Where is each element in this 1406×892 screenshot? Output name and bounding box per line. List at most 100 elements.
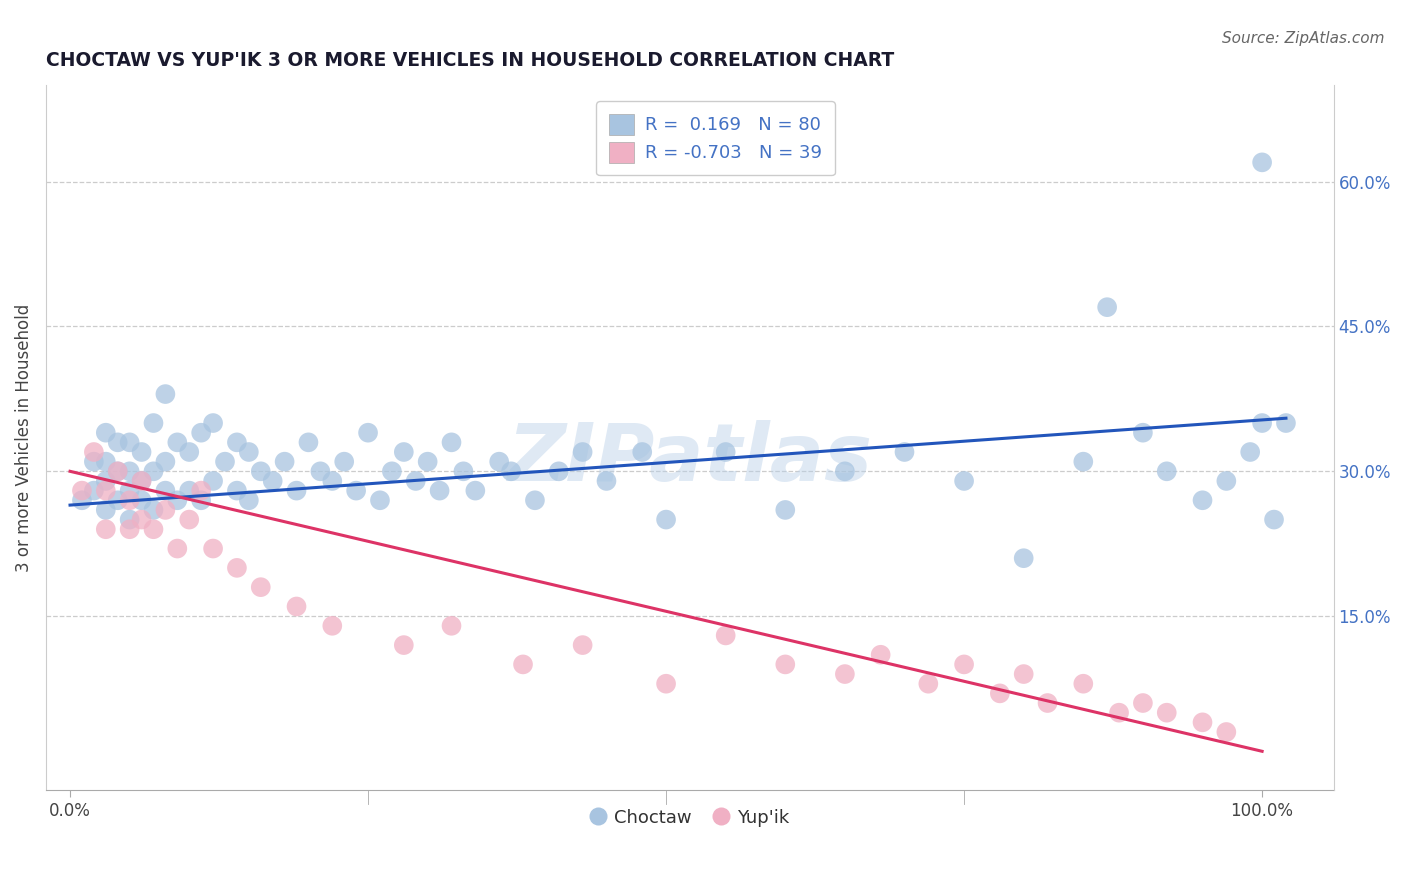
Point	[631, 445, 654, 459]
Point	[1012, 551, 1035, 566]
Point	[392, 638, 415, 652]
Point	[440, 435, 463, 450]
Point	[155, 455, 177, 469]
Point	[953, 657, 976, 672]
Point	[488, 455, 510, 469]
Point	[571, 638, 593, 652]
Point	[1132, 696, 1154, 710]
Point	[1036, 696, 1059, 710]
Point	[869, 648, 891, 662]
Point	[1156, 464, 1178, 478]
Point	[238, 445, 260, 459]
Point	[94, 522, 117, 536]
Point	[118, 493, 141, 508]
Point	[453, 464, 475, 478]
Point	[118, 464, 141, 478]
Point	[118, 435, 141, 450]
Point	[1275, 416, 1298, 430]
Point	[166, 435, 188, 450]
Point	[344, 483, 367, 498]
Point	[321, 619, 343, 633]
Point	[155, 503, 177, 517]
Point	[595, 474, 617, 488]
Point	[1251, 155, 1274, 169]
Point	[94, 455, 117, 469]
Point	[405, 474, 427, 488]
Point	[1191, 715, 1213, 730]
Point	[202, 416, 225, 430]
Point	[392, 445, 415, 459]
Point	[501, 464, 523, 478]
Y-axis label: 3 or more Vehicles in Household: 3 or more Vehicles in Household	[15, 303, 32, 572]
Point	[83, 483, 105, 498]
Point	[94, 503, 117, 517]
Point	[357, 425, 380, 440]
Point	[655, 512, 678, 526]
Point	[571, 445, 593, 459]
Point	[834, 667, 856, 681]
Point	[226, 435, 249, 450]
Point	[142, 503, 165, 517]
Text: ZIPatlas: ZIPatlas	[508, 419, 872, 498]
Point	[179, 483, 201, 498]
Point	[226, 483, 249, 498]
Point	[1071, 676, 1094, 690]
Point	[94, 483, 117, 498]
Point	[655, 676, 678, 690]
Point	[118, 512, 141, 526]
Point	[107, 435, 129, 450]
Point	[70, 493, 93, 508]
Point	[107, 493, 129, 508]
Point	[381, 464, 404, 478]
Point	[953, 474, 976, 488]
Point	[70, 483, 93, 498]
Point	[226, 561, 249, 575]
Point	[321, 474, 343, 488]
Point	[118, 483, 141, 498]
Point	[1012, 667, 1035, 681]
Point	[142, 416, 165, 430]
Point	[297, 435, 319, 450]
Point	[131, 493, 153, 508]
Point	[547, 464, 569, 478]
Point	[834, 464, 856, 478]
Point	[512, 657, 534, 672]
Point	[107, 464, 129, 478]
Point	[179, 512, 201, 526]
Point	[464, 483, 486, 498]
Point	[249, 580, 271, 594]
Point	[775, 657, 797, 672]
Point	[893, 445, 915, 459]
Point	[107, 464, 129, 478]
Point	[262, 474, 284, 488]
Text: Source: ZipAtlas.com: Source: ZipAtlas.com	[1222, 31, 1385, 46]
Point	[1071, 455, 1094, 469]
Point	[131, 474, 153, 488]
Point	[131, 474, 153, 488]
Point	[155, 387, 177, 401]
Text: CHOCTAW VS YUP'IK 3 OR MORE VEHICLES IN HOUSEHOLD CORRELATION CHART: CHOCTAW VS YUP'IK 3 OR MORE VEHICLES IN …	[46, 51, 894, 70]
Point	[1263, 512, 1285, 526]
Point	[1215, 474, 1237, 488]
Point	[416, 455, 439, 469]
Point	[440, 619, 463, 633]
Point	[1156, 706, 1178, 720]
Point	[309, 464, 332, 478]
Legend: Choctaw, Yup'ik: Choctaw, Yup'ik	[583, 801, 796, 834]
Point	[142, 522, 165, 536]
Point	[333, 455, 356, 469]
Point	[190, 483, 212, 498]
Point	[238, 493, 260, 508]
Point	[523, 493, 546, 508]
Point	[1239, 445, 1261, 459]
Point	[1251, 416, 1274, 430]
Point	[131, 512, 153, 526]
Point	[94, 474, 117, 488]
Point	[988, 686, 1011, 700]
Point	[249, 464, 271, 478]
Point	[179, 445, 201, 459]
Point	[202, 541, 225, 556]
Point	[214, 455, 236, 469]
Point	[1215, 725, 1237, 739]
Point	[1095, 300, 1118, 314]
